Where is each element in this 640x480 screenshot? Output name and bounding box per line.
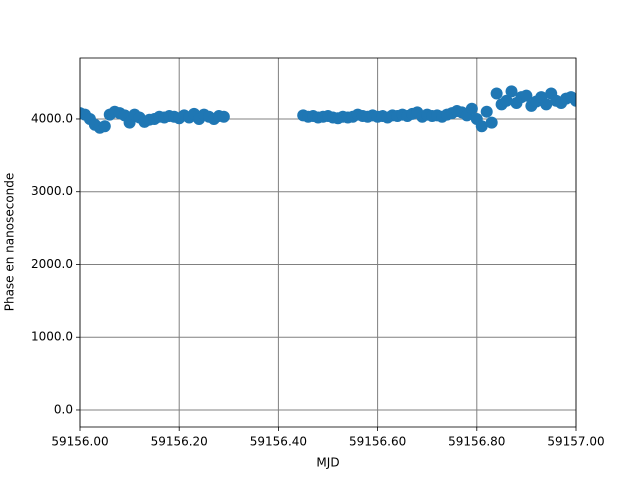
y-tick-label: 1000.0 bbox=[31, 330, 73, 344]
points bbox=[80, 85, 576, 134]
point bbox=[505, 85, 518, 98]
x-tick-label: 59156.40 bbox=[250, 435, 307, 449]
y-tick-label: 4000.0 bbox=[31, 111, 73, 125]
axes-frame bbox=[79, 57, 577, 428]
point bbox=[217, 110, 230, 123]
point bbox=[490, 87, 503, 100]
x-tick-label: 59156.20 bbox=[151, 435, 208, 449]
y-tick-label: 2000.0 bbox=[31, 257, 73, 271]
x-tick-label: 59156.00 bbox=[51, 435, 108, 449]
y-tick-label: 0.0 bbox=[54, 402, 73, 416]
x-tick-label: 59156.80 bbox=[448, 435, 505, 449]
point bbox=[500, 94, 513, 107]
x-tick-label: 59157.00 bbox=[547, 435, 604, 449]
point bbox=[98, 120, 111, 133]
point bbox=[475, 120, 488, 133]
point bbox=[520, 89, 533, 102]
point bbox=[485, 116, 498, 129]
x-tick-label: 59156.60 bbox=[349, 435, 406, 449]
point bbox=[570, 94, 576, 107]
x-axis-label: MJD bbox=[316, 456, 339, 470]
point bbox=[480, 105, 493, 118]
y-tick-label: 3000.0 bbox=[31, 184, 73, 198]
point bbox=[465, 102, 478, 115]
point bbox=[540, 98, 553, 111]
y-axis-label: Phase en nanoseconde bbox=[3, 173, 17, 312]
